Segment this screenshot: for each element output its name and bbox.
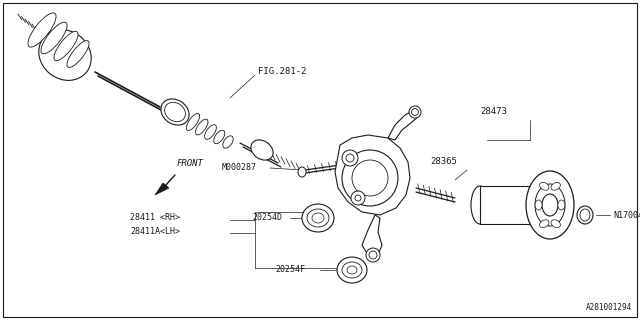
Polygon shape	[362, 215, 382, 255]
Ellipse shape	[409, 106, 421, 118]
Ellipse shape	[535, 184, 565, 226]
Ellipse shape	[54, 31, 78, 61]
Circle shape	[355, 195, 361, 201]
Ellipse shape	[41, 22, 67, 54]
Ellipse shape	[369, 251, 377, 259]
Ellipse shape	[412, 108, 419, 116]
Circle shape	[352, 160, 388, 196]
Text: 20254F: 20254F	[275, 266, 305, 275]
Text: 20254D: 20254D	[252, 213, 282, 222]
Ellipse shape	[298, 167, 306, 177]
Ellipse shape	[214, 130, 225, 144]
Ellipse shape	[186, 114, 200, 131]
Ellipse shape	[342, 262, 362, 278]
Text: M000287: M000287	[222, 164, 257, 172]
Ellipse shape	[471, 186, 489, 224]
Text: 28473: 28473	[480, 108, 507, 116]
Circle shape	[342, 150, 358, 166]
Ellipse shape	[540, 220, 549, 228]
Ellipse shape	[551, 182, 561, 190]
Ellipse shape	[577, 206, 593, 224]
Text: FIG.281-2: FIG.281-2	[258, 68, 307, 76]
Ellipse shape	[302, 204, 334, 232]
Ellipse shape	[366, 248, 380, 262]
Ellipse shape	[307, 209, 329, 227]
Circle shape	[346, 154, 354, 162]
Ellipse shape	[526, 171, 574, 239]
Ellipse shape	[558, 200, 565, 210]
Ellipse shape	[347, 266, 357, 274]
Circle shape	[342, 150, 398, 206]
Polygon shape	[388, 110, 420, 140]
Polygon shape	[335, 135, 410, 215]
Ellipse shape	[551, 220, 561, 228]
Ellipse shape	[251, 140, 273, 160]
Ellipse shape	[337, 257, 367, 283]
Ellipse shape	[205, 125, 216, 139]
Ellipse shape	[223, 136, 233, 148]
Text: N170049: N170049	[613, 211, 640, 220]
Ellipse shape	[535, 200, 542, 210]
Polygon shape	[155, 183, 169, 195]
Ellipse shape	[312, 213, 324, 223]
Ellipse shape	[67, 41, 89, 68]
Text: FRONT: FRONT	[177, 158, 204, 167]
Ellipse shape	[161, 99, 189, 125]
Ellipse shape	[164, 102, 186, 122]
Ellipse shape	[28, 13, 56, 47]
Text: 28365: 28365	[430, 157, 457, 166]
Text: 28411A<LH>: 28411A<LH>	[130, 228, 180, 236]
Ellipse shape	[580, 209, 590, 221]
Ellipse shape	[39, 30, 92, 80]
Text: 28411 <RH>: 28411 <RH>	[130, 213, 180, 222]
Polygon shape	[480, 186, 540, 224]
Text: A281001294: A281001294	[586, 303, 632, 312]
Ellipse shape	[195, 119, 208, 135]
Ellipse shape	[542, 194, 558, 216]
Ellipse shape	[540, 182, 549, 190]
Circle shape	[351, 191, 365, 205]
